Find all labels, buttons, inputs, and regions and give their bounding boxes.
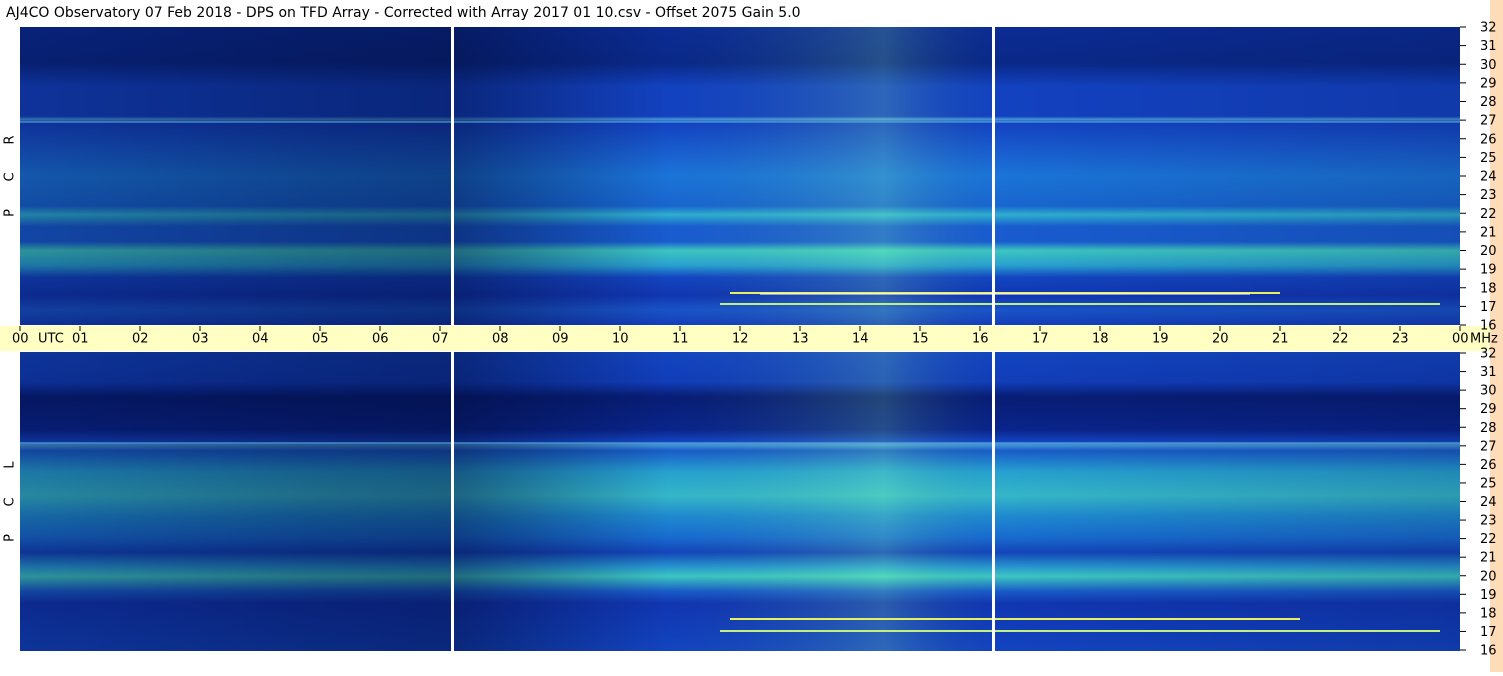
time-label: 08: [492, 332, 509, 347]
freq-label: 28: [1480, 421, 1497, 436]
time-label: 00: [12, 332, 29, 347]
freq-label: 20: [1480, 569, 1497, 584]
time-label: 10: [612, 332, 629, 347]
freq-label: 21: [1480, 551, 1497, 566]
freq-label: 28: [1480, 95, 1497, 110]
time-label: 09: [552, 332, 569, 347]
time-label: 00: [1452, 332, 1469, 347]
bursts: [20, 121, 1460, 632]
freq-label: 16: [1480, 644, 1497, 659]
time-unit: UTC: [38, 332, 64, 347]
freq-label: 24: [1480, 495, 1497, 510]
time-label: 22: [1332, 332, 1349, 347]
title: AJ4CO Observatory 07 Feb 2018 - DPS on T…: [6, 5, 801, 21]
freq-unit: MHz: [1470, 332, 1498, 347]
freq-label: 18: [1480, 606, 1497, 621]
freq-label: 17: [1480, 300, 1497, 315]
time-label: 20: [1212, 332, 1229, 347]
panel-letter: C: [3, 497, 18, 506]
time-label: 12: [732, 332, 749, 347]
lcp-shading: [20, 352, 1460, 651]
freq-label: 27: [1480, 114, 1497, 129]
time-label: 19: [1152, 332, 1169, 347]
freq-label: 16: [1480, 319, 1497, 334]
freq-label: 25: [1480, 151, 1497, 166]
freq-label: 26: [1480, 132, 1497, 147]
time-label: 13: [792, 332, 809, 347]
freq-label: 25: [1480, 476, 1497, 491]
freq-label: 17: [1480, 625, 1497, 640]
time-label: 02: [132, 332, 149, 347]
freq-label: 22: [1480, 532, 1497, 547]
freq-label: 30: [1480, 58, 1497, 73]
time-label: 03: [192, 332, 209, 347]
freq-label: 23: [1480, 514, 1497, 529]
time-label: 06: [372, 332, 389, 347]
time-label: 01: [72, 332, 89, 347]
time-label: 11: [672, 332, 689, 347]
freq-label: 27: [1480, 439, 1497, 454]
time-label: 23: [1392, 332, 1409, 347]
rcp-shading: [20, 27, 1460, 325]
freq-label: 29: [1480, 76, 1497, 91]
freq-label: 31: [1480, 365, 1497, 380]
panel-letter: R: [3, 135, 18, 144]
time-label: 17: [1032, 332, 1049, 347]
freq-label: 21: [1480, 225, 1497, 240]
freq-label: 20: [1480, 244, 1497, 259]
freq-label: 32: [1480, 21, 1497, 36]
freq-label: 19: [1480, 588, 1497, 603]
time-label: 16: [972, 332, 989, 347]
freq-label: 26: [1480, 458, 1497, 473]
time-label: 07: [432, 332, 449, 347]
time-label: 18: [1092, 332, 1109, 347]
time-label: 04: [252, 332, 269, 347]
freq-label: 22: [1480, 207, 1497, 222]
time-label: 15: [912, 332, 929, 347]
time-axis-band: [0, 326, 1490, 351]
time-label: 21: [1272, 332, 1289, 347]
freq-label: 19: [1480, 263, 1497, 278]
freq-label: 24: [1480, 170, 1497, 185]
freq-label: 30: [1480, 384, 1497, 399]
freq-label: 29: [1480, 402, 1497, 417]
freq-label: 18: [1480, 281, 1497, 296]
freq-label: 31: [1480, 39, 1497, 54]
panel-letter: L: [3, 461, 18, 469]
time-label: 14: [852, 332, 869, 347]
freq-label: 32: [1480, 347, 1497, 362]
panel-letter: P: [3, 209, 18, 217]
panel-letter: P: [3, 534, 18, 542]
right-edge: [1490, 0, 1503, 672]
time-label: 05: [312, 332, 329, 347]
panel-letter: C: [3, 172, 18, 181]
freq-label: 23: [1480, 188, 1497, 203]
